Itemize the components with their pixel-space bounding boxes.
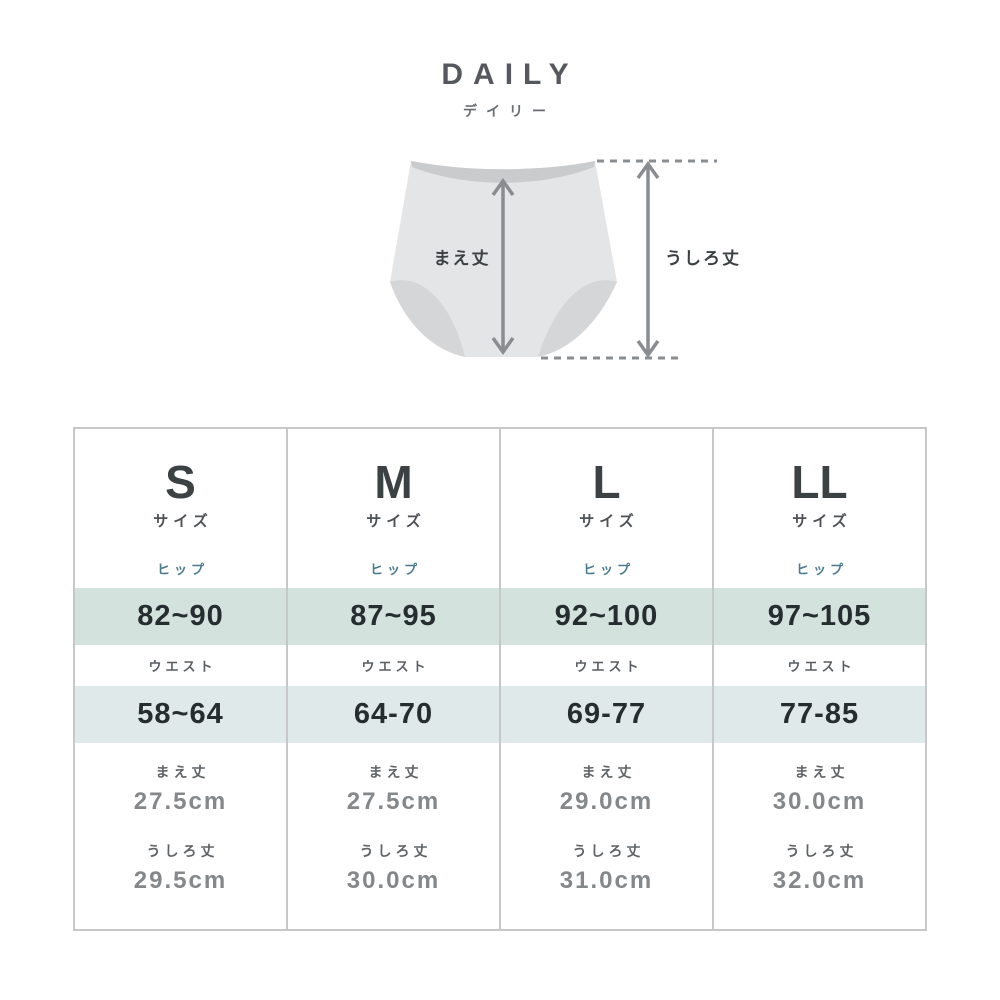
size-letter: L	[592, 456, 621, 508]
front-length-label: まえ丈	[368, 764, 423, 780]
back-length-value: 29.5cm	[133, 867, 228, 894]
page-subtitle: デイリー	[463, 103, 555, 119]
size-column-m: M サイズ ヒップ 87~95 ウエスト 64-70 まえ丈 27.5cm うし…	[288, 429, 501, 929]
hip-value: 92~100	[501, 588, 712, 645]
front-length-group: まえ丈 27.5cm	[288, 761, 499, 818]
left-leg-opening-shade	[390, 280, 465, 357]
size-column-s: S サイズ ヒップ 82~90 ウエスト 58~64 まえ丈 27.5cm うし…	[75, 429, 288, 929]
front-length-label: まえ丈	[794, 764, 849, 780]
size-header: L サイズ	[501, 429, 712, 548]
back-length-label: うしろ丈	[785, 843, 858, 859]
size-table: S サイズ ヒップ 82~90 ウエスト 58~64 まえ丈 27.5cm うし…	[73, 427, 927, 931]
back-length-label: うしろ丈	[572, 843, 645, 859]
back-length-arrow	[636, 160, 660, 359]
back-length-label: うしろ丈	[359, 843, 432, 859]
waist-label: ウエスト	[574, 659, 643, 674]
waistband-shape	[411, 161, 595, 183]
front-length-value: 29.0cm	[559, 788, 654, 815]
waist-value: 69-77	[501, 686, 712, 743]
waist-label: ウエスト	[787, 659, 856, 674]
waist-value: 64-70	[288, 686, 499, 743]
size-column-l: L サイズ ヒップ 92~100 ウエスト 69-77 まえ丈 29.0cm う…	[501, 429, 714, 929]
size-suffix-label: サイズ	[579, 513, 639, 530]
front-length-value: 27.5cm	[133, 788, 228, 815]
back-length-value: 31.0cm	[559, 867, 654, 894]
back-length-label: うしろ丈	[146, 843, 219, 859]
page-title: DAILY	[441, 58, 579, 91]
back-length-group: うしろ丈 30.0cm	[288, 840, 499, 897]
size-suffix-label: サイズ	[366, 513, 426, 530]
front-length-label: まえ丈	[581, 764, 636, 780]
front-length-value: 27.5cm	[346, 788, 441, 815]
back-length-value: 30.0cm	[346, 867, 441, 894]
size-letter: LL	[791, 456, 848, 508]
waist-value: 77-85	[714, 686, 925, 743]
back-length-group: うしろ丈 29.5cm	[75, 840, 286, 897]
size-header: M サイズ	[288, 429, 499, 548]
hip-value: 97~105	[714, 588, 925, 645]
waist-label: ウエスト	[148, 659, 217, 674]
front-length-diagram-label: まえ丈	[434, 249, 491, 268]
hip-label: ヒップ	[795, 561, 847, 577]
hip-value: 87~95	[288, 588, 499, 645]
size-column-ll: LL サイズ ヒップ 97~105 ウエスト 77-85 まえ丈 30.0cm …	[714, 429, 925, 929]
hip-value: 82~90	[75, 588, 286, 645]
front-length-value: 30.0cm	[772, 788, 867, 815]
size-header: LL サイズ	[714, 429, 925, 548]
size-letter: M	[374, 456, 413, 508]
back-length-group: うしろ丈 31.0cm	[501, 840, 712, 897]
measurement-dashed-lines	[541, 159, 717, 360]
size-header: S サイズ	[75, 429, 286, 548]
front-length-group: まえ丈 29.0cm	[501, 761, 712, 818]
front-length-arrow	[491, 177, 515, 356]
front-length-group: まえ丈 27.5cm	[75, 761, 286, 818]
waist-label: ウエスト	[361, 659, 430, 674]
back-length-group: うしろ丈 32.0cm	[714, 840, 925, 897]
underwear-measurement-diagram: まえ丈 うしろ丈	[390, 159, 741, 360]
back-length-value: 32.0cm	[772, 867, 867, 894]
size-letter: S	[165, 456, 196, 508]
waist-value: 58~64	[75, 686, 286, 743]
front-length-label: まえ丈	[155, 764, 210, 780]
back-length-diagram-label: うしろ丈	[665, 249, 741, 268]
size-suffix-label: サイズ	[153, 513, 213, 530]
hip-label: ヒップ	[156, 561, 208, 577]
front-length-group: まえ丈 30.0cm	[714, 761, 925, 818]
size-suffix-label: サイズ	[792, 513, 852, 530]
right-leg-opening-shade	[538, 280, 617, 357]
hip-label: ヒップ	[369, 561, 421, 577]
hip-label: ヒップ	[582, 561, 634, 577]
